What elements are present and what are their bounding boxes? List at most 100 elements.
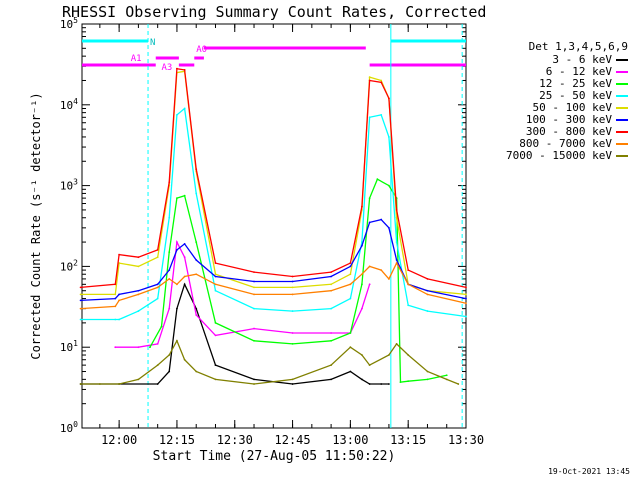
series-line-5 xyxy=(80,218,467,302)
legend-swatch xyxy=(616,143,628,145)
attenuator-label-a0: A0 xyxy=(196,45,207,55)
data-point xyxy=(253,280,255,283)
data-point xyxy=(137,256,140,259)
data-point xyxy=(349,265,352,268)
x-tick-label: 13:00 xyxy=(332,433,368,447)
data-point xyxy=(465,302,467,305)
legend-swatch xyxy=(616,155,628,157)
legend-swatch xyxy=(616,71,628,73)
data-point xyxy=(214,262,217,264)
data-point xyxy=(407,283,410,286)
data-point xyxy=(79,286,82,289)
data-point xyxy=(368,116,371,119)
data-point xyxy=(195,370,198,373)
data-point xyxy=(457,383,460,385)
data-point xyxy=(361,273,363,276)
data-point xyxy=(330,364,333,367)
data-point xyxy=(349,273,352,276)
y-tick-label: 104 xyxy=(60,97,78,112)
data-point xyxy=(253,339,255,342)
data-point xyxy=(465,286,467,289)
data-point xyxy=(214,364,217,367)
data-point xyxy=(118,253,121,256)
data-point xyxy=(114,297,117,300)
x-axis-label: Start Time (27-Aug-05 11:50:22) xyxy=(153,449,396,464)
legend-entry: 50 - 100 keV xyxy=(506,102,628,114)
data-point xyxy=(361,283,363,286)
data-point xyxy=(214,283,217,286)
data-point xyxy=(176,67,178,70)
data-point xyxy=(183,358,186,361)
data-point xyxy=(445,378,448,381)
data-point xyxy=(137,265,140,268)
data-point xyxy=(368,79,371,82)
data-point xyxy=(407,354,410,356)
legend-label: 3 - 6 keV xyxy=(552,53,612,66)
legend-label: 25 - 50 keV xyxy=(539,89,612,102)
data-point xyxy=(253,293,255,296)
data-point xyxy=(395,241,398,243)
data-point xyxy=(368,221,371,224)
data-point xyxy=(361,307,363,310)
series-line-8 xyxy=(80,339,459,385)
data-point xyxy=(118,383,121,385)
data-point xyxy=(380,79,383,82)
data-point xyxy=(253,378,255,381)
data-point xyxy=(137,293,140,296)
data-point xyxy=(168,251,171,254)
data-point xyxy=(168,354,171,356)
data-point xyxy=(176,197,178,200)
x-tick-label: 12:00 xyxy=(101,433,137,447)
data-point xyxy=(168,278,171,280)
data-point xyxy=(156,249,159,251)
data-point xyxy=(195,192,198,195)
data-point xyxy=(291,378,294,381)
data-point xyxy=(253,307,255,310)
legend-swatch xyxy=(616,119,628,121)
legend-swatch xyxy=(616,131,628,133)
data-point xyxy=(176,113,178,116)
data-point xyxy=(183,275,186,278)
data-point xyxy=(395,342,398,345)
data-point xyxy=(253,383,255,385)
data-point xyxy=(176,249,178,251)
series-line-3 xyxy=(80,107,467,321)
data-point xyxy=(395,259,398,261)
night-label: N xyxy=(150,38,155,48)
series-line-0 xyxy=(80,282,389,385)
data-point xyxy=(98,383,101,385)
data-point xyxy=(137,346,140,349)
attenuator-label-a3: A3 xyxy=(162,63,173,73)
legend-swatch xyxy=(616,95,628,97)
data-point xyxy=(291,310,294,312)
data-point xyxy=(214,378,217,381)
data-point xyxy=(253,327,255,330)
data-point xyxy=(214,275,217,278)
data-point xyxy=(183,69,186,71)
series-line-2 xyxy=(149,178,447,383)
data-point xyxy=(79,318,82,321)
data-point xyxy=(445,374,448,377)
data-point xyxy=(376,178,379,181)
data-point xyxy=(349,283,352,286)
data-point xyxy=(114,283,117,286)
data-point xyxy=(388,354,390,356)
y-tick-label: 105 xyxy=(60,16,78,31)
data-point xyxy=(368,283,371,286)
data-point xyxy=(395,209,398,211)
data-point xyxy=(156,256,159,259)
data-point xyxy=(156,364,159,367)
series-line-1 xyxy=(115,239,371,348)
chart-title: RHESSI Observing Summary Count Rates, Co… xyxy=(62,3,486,21)
data-point xyxy=(407,304,410,307)
data-point xyxy=(149,346,151,349)
series-line-4 xyxy=(80,70,467,296)
data-point xyxy=(388,136,390,138)
legend-entry: 300 - 800 keV xyxy=(506,126,628,138)
legend-entry: 12 - 25 keV xyxy=(506,78,628,90)
data-point xyxy=(380,113,383,116)
y-tick-label: 100 xyxy=(60,420,78,435)
data-point xyxy=(214,289,217,292)
data-point xyxy=(183,194,186,197)
y-tick-label: 102 xyxy=(60,258,78,273)
